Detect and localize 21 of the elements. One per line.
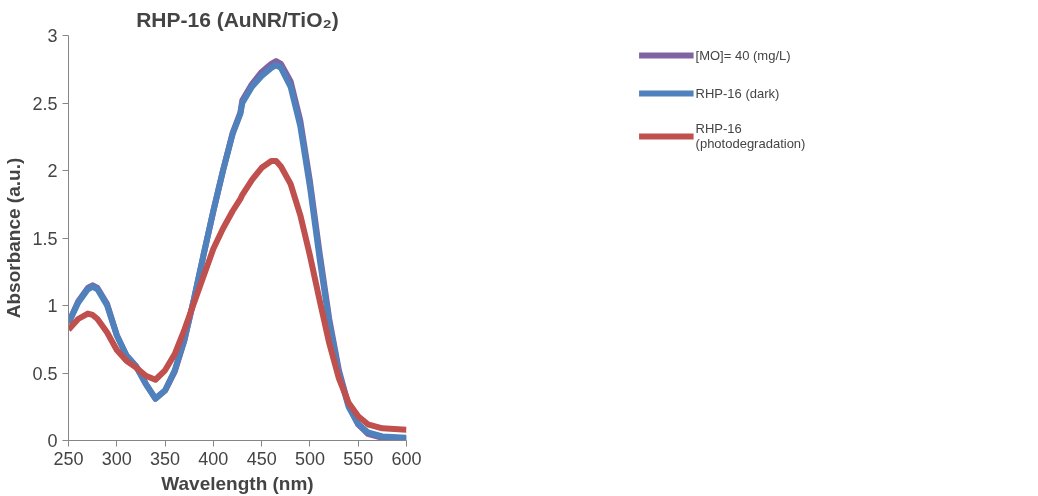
- legend-label: RHP-16 (photodegradation): [695, 121, 806, 151]
- x-tick-label: 400: [198, 448, 229, 469]
- x-axis-title: Wavelength (nm): [161, 472, 314, 494]
- legend-label: RHP-16 (dark): [695, 85, 780, 101]
- y-tick-label: 0: [47, 431, 58, 451]
- x-tick-label: 350: [150, 448, 181, 469]
- y-tick-label: 2: [47, 161, 58, 181]
- chart-title: RHP-16 (AuNR/TiO₂): [136, 7, 339, 31]
- y-axis-title: Absorbance (a.u.): [3, 157, 25, 319]
- x-tick-label: 600: [391, 448, 422, 469]
- y-tick-label: 1.5: [32, 228, 58, 249]
- x-tick-label: 300: [101, 448, 132, 469]
- y-tick-label: 3: [47, 26, 58, 46]
- y-tick-label: 2.5: [32, 93, 58, 114]
- legend-label: [MO]= 40 (mg/L): [695, 47, 791, 63]
- y-tick-label: 1: [47, 296, 58, 316]
- x-tick-label: 550: [343, 448, 374, 469]
- x-tick-label: 450: [246, 448, 277, 469]
- x-tick-label: 500: [294, 448, 325, 469]
- x-tick-label: 250: [53, 448, 84, 469]
- y-tick-label: 0.5: [32, 363, 58, 384]
